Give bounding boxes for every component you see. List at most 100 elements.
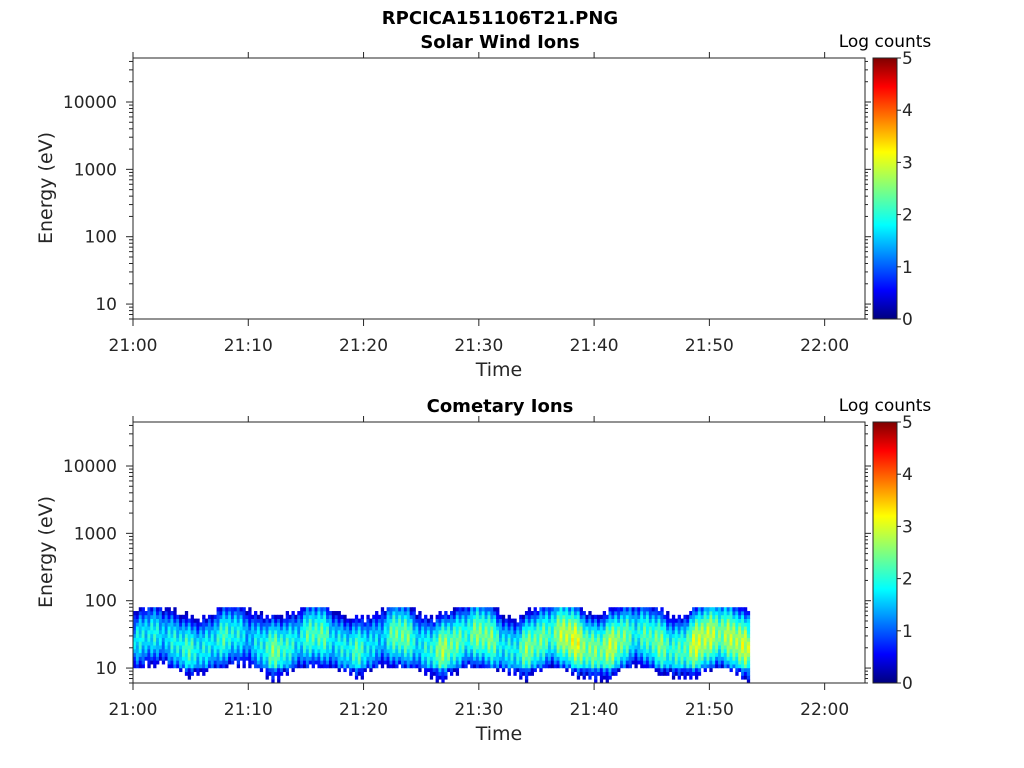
- spectrogram-cell: [150, 637, 154, 642]
- spectrogram-cell: [735, 648, 739, 654]
- spectrogram-cell: [513, 664, 517, 669]
- spectrogram-cell: [392, 664, 396, 669]
- spectrogram-cell: [692, 667, 696, 673]
- spectrogram-cell: [164, 607, 168, 612]
- spectrogram-cell: [674, 618, 679, 623]
- spectrogram-cell: [392, 611, 396, 616]
- spectrogram-cell: [346, 626, 350, 631]
- spectrogram-cell: [228, 641, 232, 646]
- spectrogram-cell: [429, 675, 434, 680]
- spectrogram-cell: [712, 633, 716, 638]
- spectrogram-cell: [438, 656, 442, 661]
- spectrogram-cell: [524, 641, 529, 646]
- spectrogram-cell: [553, 656, 558, 661]
- spectrogram-cell: [530, 645, 534, 650]
- spectrogram-cell: [372, 660, 376, 665]
- spectrogram-cell: [660, 626, 664, 631]
- spectrogram-cell: [314, 656, 318, 661]
- spectrogram-cell: [181, 648, 186, 654]
- spectrogram-cell: [294, 641, 298, 646]
- spectrogram-cell: [308, 652, 313, 657]
- spectrogram-cell: [582, 675, 586, 680]
- spectrogram-cell: [620, 637, 624, 642]
- spectrogram-cell: [501, 629, 506, 635]
- spectrogram-cell: [213, 648, 217, 654]
- spectrogram-cell: [715, 611, 719, 616]
- spectrogram-cell: [634, 641, 638, 646]
- spectrogram-cell: [205, 629, 209, 635]
- spectrogram-cell: [524, 671, 529, 676]
- spectrogram-cell: [464, 614, 468, 619]
- spectrogram-cell: [692, 626, 696, 631]
- spectrogram-cell: [392, 622, 396, 627]
- spectrogram-cell: [473, 660, 477, 665]
- spectrogram-cell: [487, 656, 491, 661]
- spectrogram-cell: [225, 626, 229, 631]
- spectrogram-cell: [594, 618, 598, 623]
- spectrogram-cell: [568, 607, 572, 612]
- spectrogram-cell: [519, 664, 523, 669]
- spectrogram-cell: [150, 648, 154, 654]
- spectrogram-cell: [392, 656, 396, 661]
- spectrogram-cell: [683, 675, 687, 680]
- spectrogram-cell: [173, 637, 177, 642]
- spectrogram-cell: [346, 618, 350, 623]
- spectrogram-cell: [746, 667, 751, 673]
- x-tick-label: 21:00: [109, 336, 158, 356]
- spectrogram-cell: [499, 618, 503, 623]
- spectrogram-cell: [199, 664, 203, 669]
- spectrogram-cell: [285, 664, 290, 669]
- spectrogram-cell: [556, 607, 560, 612]
- spectrogram-cell: [527, 614, 532, 619]
- spectrogram-cell: [225, 611, 229, 616]
- spectrogram-cell: [530, 626, 534, 631]
- spectrogram-cell: [694, 614, 699, 619]
- spectrogram-cell: [484, 645, 488, 650]
- spectrogram-cell: [248, 645, 252, 650]
- spectrogram-cell: [605, 671, 609, 676]
- spectrogram-cell: [256, 641, 261, 646]
- spectrogram-cell: [308, 633, 313, 638]
- spectrogram-cell: [205, 660, 209, 665]
- spectrogram-cell: [141, 637, 145, 642]
- spectrogram-cell: [692, 656, 696, 661]
- spectrogram-cell: [648, 664, 653, 669]
- spectrogram-cell: [579, 618, 583, 623]
- spectrogram-cell: [435, 622, 439, 627]
- spectrogram-cell: [435, 648, 439, 654]
- spectrogram-cell: [435, 652, 439, 657]
- spectrogram-cell: [605, 626, 609, 631]
- spectrogram-cell: [248, 618, 252, 623]
- spectrogram-cell: [210, 656, 215, 661]
- spectrogram-cell: [438, 626, 442, 631]
- spectrogram-cell: [576, 675, 581, 680]
- spectrogram-cell: [153, 641, 157, 646]
- spectrogram-cell: [323, 660, 327, 665]
- spectrogram-cell: [562, 664, 566, 669]
- spectrogram-cell: [444, 641, 448, 646]
- spectrogram-cell: [161, 641, 166, 646]
- spectrogram-cell: [375, 614, 379, 619]
- spectrogram-cell: [738, 614, 742, 619]
- spectrogram-cell: [709, 622, 713, 627]
- spectrogram-cell: [242, 648, 246, 654]
- spectrogram-cell: [608, 618, 612, 623]
- spectrogram-cell: [161, 652, 166, 657]
- spectrogram-cell: [196, 671, 200, 676]
- spectrogram-cell: [732, 645, 736, 650]
- spectrogram-cell: [285, 660, 290, 665]
- spectrogram-cell: [527, 648, 532, 654]
- spectrogram-cell: [262, 645, 266, 650]
- spectrogram-cell: [481, 611, 485, 616]
- spectrogram-cell: [651, 626, 656, 631]
- spectrogram-cell: [694, 656, 699, 661]
- spectrogram-cell: [248, 622, 252, 627]
- spectrogram-cell: [144, 622, 148, 627]
- spectrogram-cell: [591, 648, 595, 654]
- spectrogram-cell: [504, 660, 509, 665]
- spectrogram-cell: [196, 645, 200, 650]
- spectrogram-cell: [375, 637, 379, 642]
- spectrogram-cell: [271, 633, 275, 638]
- spectrogram-cell: [539, 622, 543, 627]
- spectrogram-cell: [666, 656, 670, 661]
